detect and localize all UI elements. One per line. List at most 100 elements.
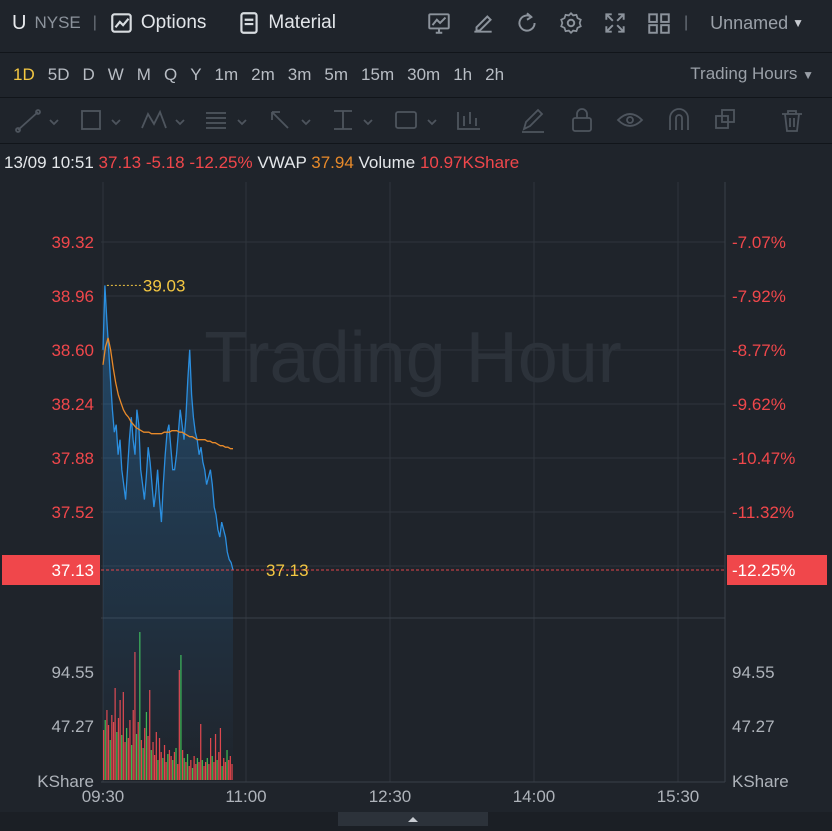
last-price-marker: 37.13: [266, 561, 309, 580]
arrow-tool-icon[interactable]: [271, 111, 311, 129]
top-toolbar: U NYSE | Options Material | Unnamed ▼: [0, 0, 832, 46]
pct-tick-label: -10.47%: [732, 449, 795, 468]
refresh-icon[interactable]: [514, 10, 540, 36]
magnet-icon[interactable]: [669, 108, 689, 130]
legend-change: -5.18: [145, 153, 185, 172]
volume-unit-label-right: KShare: [732, 772, 789, 791]
interval-5m[interactable]: 5m: [324, 65, 349, 84]
interval-bar: 1D 5D D W M Q Y 1m 2m 3m 5m 15m 30m 1h 2h: [0, 53, 832, 97]
layout-name-dropdown[interactable]: Unnamed ▼: [710, 13, 804, 34]
volume-tick-label: 94.55: [51, 663, 94, 682]
price-line: [102, 285, 234, 571]
settings-icon[interactable]: [558, 10, 584, 36]
price-tick-label: 38.96: [51, 287, 94, 306]
price-tick-label: 38.60: [51, 341, 94, 360]
fullscreen-icon[interactable]: [602, 10, 628, 36]
pct-tick-label: -11.32%: [732, 503, 794, 522]
session-label: Trading Hours: [690, 64, 798, 83]
separator: |: [92, 14, 97, 31]
time-tick-label: 12:30: [369, 787, 412, 806]
watermark: Trading Hour: [204, 318, 622, 398]
options-icon: [111, 13, 132, 33]
layout-name: Unnamed: [710, 12, 789, 33]
time-tick-label: 11:00: [225, 787, 266, 806]
price-legend: 13/09 10:51 37.13 -5.18 -12.25% VWAP 37.…: [4, 153, 519, 173]
axes: 39.32 38.96 38.60 38.24 37.88 37.52 -7.07% -7.9…: [37, 233, 795, 806]
interval-5d[interactable]: 5D: [47, 65, 70, 84]
indicators-icon[interactable]: [426, 10, 452, 36]
volume-tick-label: 47.27: [51, 717, 94, 736]
fibonacci-tool-icon[interactable]: [206, 112, 247, 129]
exchange-label: NYSE: [34, 13, 81, 32]
vwap-line: [102, 337, 233, 450]
pen-tool-icon[interactable]: [522, 108, 544, 133]
trendline-tool-icon[interactable]: [15, 109, 59, 133]
interval-d[interactable]: D: [82, 65, 95, 84]
last-pct-label: -12.25%: [732, 561, 795, 580]
legend-volume-value: 10.97KShare: [419, 153, 520, 172]
legend-change-pct: -12.25%: [189, 153, 253, 172]
material-button[interactable]: Material: [236, 10, 336, 36]
pattern-tool-icon[interactable]: [141, 109, 185, 129]
interval-2m[interactable]: 2m: [251, 65, 275, 84]
time-tick-label: 14:00: [513, 787, 556, 806]
separator-2: |: [683, 14, 689, 31]
options-button[interactable]: Options: [109, 10, 206, 36]
interval-w[interactable]: W: [107, 65, 124, 84]
collapse-handle[interactable]: [338, 812, 488, 826]
price-tick-label: 37.88: [51, 449, 94, 468]
last-pct-box: [727, 555, 827, 585]
pct-tick-label: -7.07%: [732, 233, 786, 252]
session-dropdown[interactable]: Trading Hours ▼: [690, 64, 814, 84]
measure-tool-icon[interactable]: [334, 110, 373, 130]
eye-icon[interactable]: [616, 113, 644, 127]
edit-icon[interactable]: [470, 10, 496, 36]
interval-3m[interactable]: 3m: [287, 65, 312, 84]
material-icon: [240, 12, 259, 34]
interval-1m[interactable]: 1m: [214, 65, 239, 84]
interval-q[interactable]: Q: [163, 65, 178, 84]
trash-icon[interactable]: [782, 110, 802, 132]
high-price-label: 39.03: [143, 276, 186, 295]
legend-volume-label: Volume: [358, 153, 416, 172]
legend-vwap-value: 37.94: [311, 153, 354, 172]
lock-icon[interactable]: [572, 108, 592, 132]
copy-icon[interactable]: [715, 109, 735, 129]
chevron-down-icon: ▼: [792, 16, 805, 30]
pct-tick-label: -9.62%: [732, 395, 786, 414]
legend-vwap-label: VWAP: [257, 153, 307, 172]
interval-2h[interactable]: 2h: [485, 65, 505, 84]
last-price-box: [2, 555, 100, 585]
price-tick-label: 38.24: [51, 395, 94, 414]
candle-tool-icon[interactable]: [457, 112, 480, 130]
price-chart[interactable]: Trading Hour 39.3238.9638.6038.2437.8837…: [0, 182, 832, 812]
legend-price: 37.13: [98, 153, 142, 172]
chevron-up-icon: [408, 817, 418, 822]
drawing-toolbar: [15, 108, 802, 133]
time-tick-label: 15:30: [657, 787, 700, 806]
volume-unit-label: KShare: [37, 772, 94, 791]
interval-1d[interactable]: 1D: [13, 65, 35, 84]
interval-15m[interactable]: 15m: [361, 65, 395, 84]
price-tick-label: 39.32: [51, 233, 94, 252]
material-label: Material: [268, 12, 336, 33]
time-tick-label: 09:30: [82, 787, 125, 806]
symbol-label[interactable]: U: [12, 11, 27, 34]
text-tool-icon[interactable]: [395, 111, 437, 129]
layout-grid-icon[interactable]: [646, 10, 672, 36]
options-label: Options: [140, 12, 207, 33]
volume-tick-label-right: 47.27: [732, 717, 775, 736]
pct-tick-label: -8.77%: [732, 341, 786, 360]
legend-time: 13/09 10:51: [4, 153, 94, 172]
annotations: 37.13 -12.25% 37.13 39.03: [2, 276, 827, 585]
chevron-down-icon: ▼: [802, 68, 814, 82]
interval-y[interactable]: Y: [190, 65, 202, 84]
interval-30m[interactable]: 30m: [407, 65, 441, 84]
price-tick-label: 37.52: [51, 503, 94, 522]
grid: [101, 182, 726, 783]
interval-1h[interactable]: 1h: [453, 65, 473, 84]
interval-m[interactable]: M: [136, 65, 151, 84]
rectangle-tool-icon[interactable]: [81, 110, 121, 130]
last-price-label: 37.13: [51, 561, 94, 580]
price-area: [103, 285, 233, 782]
